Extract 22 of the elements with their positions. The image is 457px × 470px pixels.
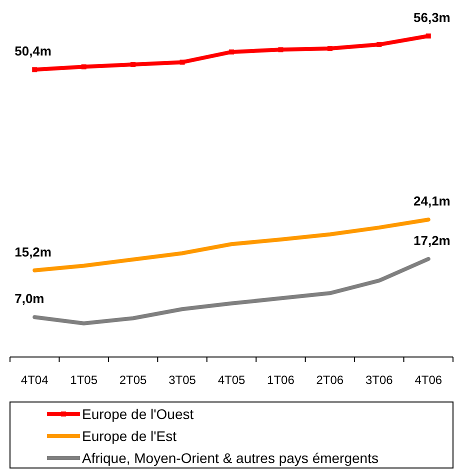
x-tick-label: 1T05: [70, 373, 98, 387]
x-tick-label: 3T05: [168, 373, 196, 387]
x-tick-label: 3T06: [365, 373, 394, 387]
data-label: 56,3m: [414, 10, 450, 25]
point: [229, 49, 234, 54]
data-label: 7,0m: [14, 291, 44, 306]
point: [32, 67, 38, 72]
point: [180, 60, 185, 65]
x-tick-label: 4T05: [218, 373, 246, 387]
point: [426, 34, 431, 38]
data-label: 24,1m: [414, 194, 450, 209]
x-tick-label: 4T06: [414, 373, 442, 387]
data-label: 15,2m: [14, 244, 52, 260]
x-tick-label: 4T04: [20, 373, 49, 387]
data-label: 50,4m: [14, 44, 52, 59]
x-tick-label: 1T06: [267, 373, 295, 387]
legend-label: Europe de l'Est: [82, 428, 177, 444]
legend-label: Afrique, Moyen-Orient & autres pays émergents: [82, 450, 378, 466]
legend-label: Europe de l'Ouest: [82, 406, 194, 422]
x-tick-label: 2T05: [119, 373, 148, 387]
data-label: 17,2m: [414, 232, 450, 248]
x-tick-label: 2T06: [316, 373, 344, 387]
